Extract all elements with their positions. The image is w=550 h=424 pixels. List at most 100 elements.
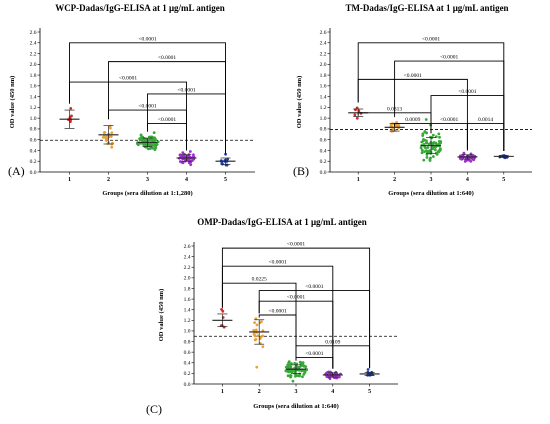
panel2-data-point [353,113,357,117]
panel3-data-point [366,368,370,371]
panel1-p-value-label: <0.0001 [119,76,137,82]
panel1-y-tick-label: 1.2 [30,105,37,111]
panel1-data-point [103,131,107,134]
panel2-x-tick-label: 4 [466,177,469,183]
panel1-data-point [101,135,105,139]
panel3-data-point [301,375,304,379]
panel1-x-tick-label: 2 [107,177,110,183]
panel1-data-point [181,151,185,155]
panel1-data-point [104,136,108,140]
panel2-data-point [355,106,359,110]
panel3-y-tick-label: 0.6 [184,350,191,356]
panel2-p-value-label: 0.0014 [478,117,493,123]
panel1-data-point [192,153,195,157]
panel3-x-tick-label: 3 [295,389,298,395]
panel3-data-point [256,334,260,338]
panel2-comparison-bracket [357,78,468,151]
panel3-data-point [284,365,288,369]
panel3-data-point [305,367,308,371]
panel2-data-point [437,139,441,143]
panel3-data-point [254,328,258,332]
panel2-p-value-label: 0.0009 [405,117,420,123]
panel3-data-point [222,325,226,329]
panel1-data-point [226,157,229,161]
panel3-data-point [286,363,290,367]
panel3-data-point [253,321,257,325]
panel2-y-tick-label: 0.0 [320,170,327,176]
panel1-data-point [149,138,153,142]
panel2-y-tick-label: 1.2 [320,105,327,111]
panel3-x-tick-label: 2 [258,389,261,395]
panel2-data-point [438,147,442,151]
panel3-data-point [291,379,295,383]
panel3-y-tick-label: 1.8 [184,286,191,292]
panel3-y-tick-label: 2.0 [184,276,191,282]
panel1-data-point [69,107,73,110]
panel1-data-point [189,163,193,167]
panel3-y-tick-label: 1.0 [184,329,191,335]
panel2-p-value-label: <0.0001 [440,117,458,123]
panel2-data-point [433,148,437,152]
panel3-p-value-label: <0.0001 [305,284,323,290]
panel3-x-tick-label: 4 [331,389,334,395]
panel2-title: TM-Dadas/IgG-ELISA at 1 μg/mL antigen [345,3,508,13]
panel2-y-tick-label: 2.0 [320,62,327,68]
panel2-data-point [420,151,424,155]
panel1-data-point [188,150,192,153]
panel2-y-tick-label: 1.6 [320,84,327,90]
panel2-p-value-label: <0.0001 [458,89,476,95]
panel2-x-tick-label: 5 [502,177,505,183]
panel3-data-point [286,374,290,378]
panel1-x-tick-label: 4 [185,177,188,183]
panel3-data-point [260,320,263,324]
panel3-y-tick-label: 1.4 [184,307,191,313]
panel1-data-point [187,161,191,165]
panel3-data-point [300,361,304,365]
panel3-y-tick-label: 0.8 [184,339,191,345]
panel3-p-value-label: 0.0109 [325,339,340,345]
panel1-title: WCP-Dadas/IgG-ELISA at 1 μg/mL antigen [55,3,225,13]
panel2-data-point [437,132,441,136]
panel1-y-tick-label: 1.8 [30,73,37,79]
panel2-data-point [425,141,429,145]
panel1-data-point [136,143,140,147]
panel2-y-tick-label: 0.6 [320,137,327,143]
panel3-p-value-label: <0.0001 [287,242,305,248]
panel2-y-tick-label: 0.2 [320,159,327,165]
panel1-data-point [224,163,228,167]
panel2-y-tick-label: 0.8 [320,127,327,133]
panel3-data-point [304,365,308,369]
panel3-y-tick-label: 2.6 [184,244,191,250]
panel3-data-point [253,333,256,337]
panel1-data-point [108,124,112,128]
panel3-y-tick-label: 2.2 [184,265,191,271]
panel2-p-value-label: <0.0001 [440,55,458,61]
panel1-data-point [154,144,158,148]
panel2-x-tick-label: 3 [430,177,433,183]
panel1-y-tick-label: 0.2 [30,159,37,165]
panel2-data-point [425,156,429,159]
panel1-data-point [140,135,144,139]
panel3-comparison-bracket [295,345,371,369]
panel1-p-value-label: <0.0001 [138,36,156,42]
panel1-data-point [152,131,156,135]
panel3-data-point [255,323,259,327]
panel2-y-tick-label: 0.4 [320,148,327,154]
panel1-data-point [144,138,148,142]
panel3-data-point [255,365,259,369]
panel3-y-label: OD value (450 nm) [158,289,165,342]
panel2-p-value-label: <0.0001 [422,36,440,42]
panel1-data-point [149,135,153,139]
panel1-x-tick-label: 5 [224,177,227,183]
panel2-data-point [431,155,435,158]
panel3-p-value-label: <0.0001 [268,260,286,266]
panel2-data-point [436,151,439,155]
panel1-data-point [110,131,114,135]
panel3-data-point [289,365,293,369]
panel3-data-point [302,369,306,372]
panel1-y-tick-label: 0.6 [30,137,37,143]
panel2-y-tick-label: 2.2 [320,51,327,57]
panel1-data-point [142,143,146,146]
panel1-y-tick-label: 1.6 [30,84,37,90]
